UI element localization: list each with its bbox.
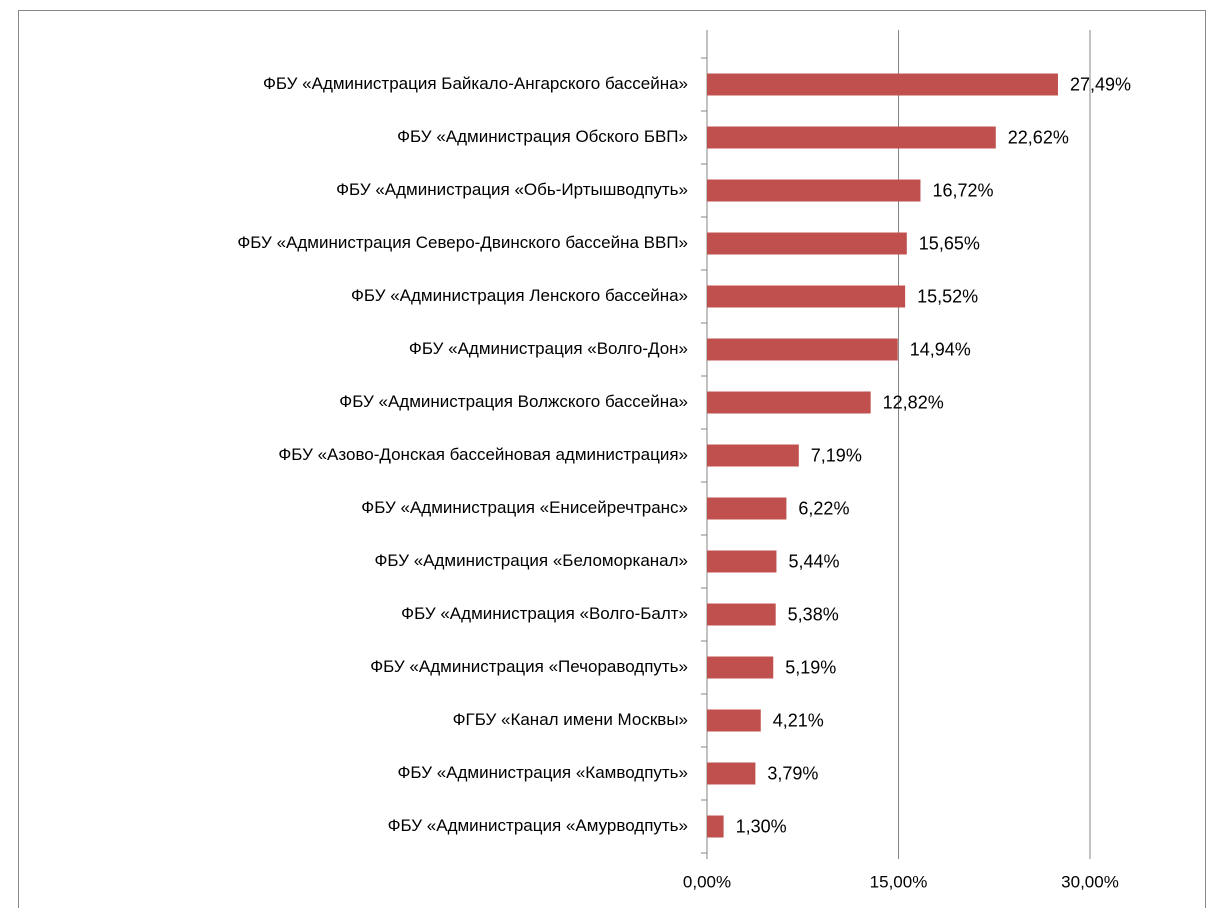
- value-label: 5,38%: [788, 604, 839, 624]
- y-tick-label: ФБУ «Администрация «Волго-Балт»: [401, 604, 688, 623]
- bar: [707, 391, 871, 414]
- y-tick-label: ФБУ «Администрация «Амурводпуть»: [388, 816, 688, 835]
- value-label: 7,19%: [811, 445, 862, 465]
- value-label: 6,22%: [798, 498, 849, 518]
- bar: [707, 444, 799, 467]
- bar: [707, 232, 907, 255]
- y-tick-label: ФБУ «Администрация «Беломорканал»: [375, 551, 689, 570]
- bar: [707, 73, 1058, 96]
- value-label: 3,79%: [767, 763, 818, 783]
- y-tick-label: ФБУ «Администрация «Обь-Иртышводпуть»: [336, 180, 688, 199]
- value-label: 16,72%: [932, 180, 993, 200]
- bar: [707, 762, 756, 785]
- value-label: 22,62%: [1008, 127, 1069, 147]
- value-label: 15,52%: [917, 286, 978, 306]
- y-tick-label: ФБУ «Администрация «Печораводпуть»: [370, 657, 688, 676]
- y-tick-label: ФБУ «Администрация Северо-Двинского басс…: [237, 233, 688, 252]
- x-tick-label: 15,00%: [870, 872, 928, 891]
- bar: [707, 550, 777, 573]
- chart-frame: [18, 10, 1206, 908]
- y-tick-label: ФБУ «Администрация «Волго-Дон»: [409, 339, 688, 358]
- y-tick-label: ФБУ «Администрация Байкало-Ангарского ба…: [263, 74, 688, 93]
- y-tick-label: ФГБУ «Канал имени Москвы»: [453, 710, 688, 729]
- y-tick-label: ФБУ «Администрация «Енисейречтранс»: [361, 498, 688, 517]
- y-tick-label: ФБУ «Администрация Ленского бассейна»: [351, 286, 688, 305]
- x-tick-label: 0,00%: [683, 872, 731, 891]
- value-label: 15,65%: [919, 233, 980, 253]
- value-label: 27,49%: [1070, 74, 1131, 94]
- value-label: 14,94%: [910, 339, 971, 359]
- y-tick-label: ФБУ «Азово-Донская бассейновая администр…: [278, 445, 688, 464]
- bar: [707, 815, 724, 838]
- value-label: 1,30%: [736, 816, 787, 836]
- bar: [707, 338, 898, 361]
- value-label: 12,82%: [883, 392, 944, 412]
- bar: [707, 179, 921, 202]
- bar: [707, 126, 996, 149]
- y-tick-label: ФБУ «Администрация Обского БВП»: [397, 127, 688, 146]
- bar: [707, 656, 774, 679]
- y-tick-label: ФБУ «Администрация «Камводпуть»: [398, 763, 689, 782]
- y-tick-label: ФБУ «Администрация Волжского бассейна»: [339, 392, 688, 411]
- bar: [707, 285, 906, 308]
- bar: [707, 497, 787, 520]
- bar: [707, 603, 776, 626]
- value-label: 5,19%: [785, 657, 836, 677]
- value-label: 4,21%: [773, 710, 824, 730]
- x-tick-label: 30,00%: [1061, 872, 1119, 891]
- value-label: 5,44%: [788, 551, 839, 571]
- bar: [707, 709, 761, 732]
